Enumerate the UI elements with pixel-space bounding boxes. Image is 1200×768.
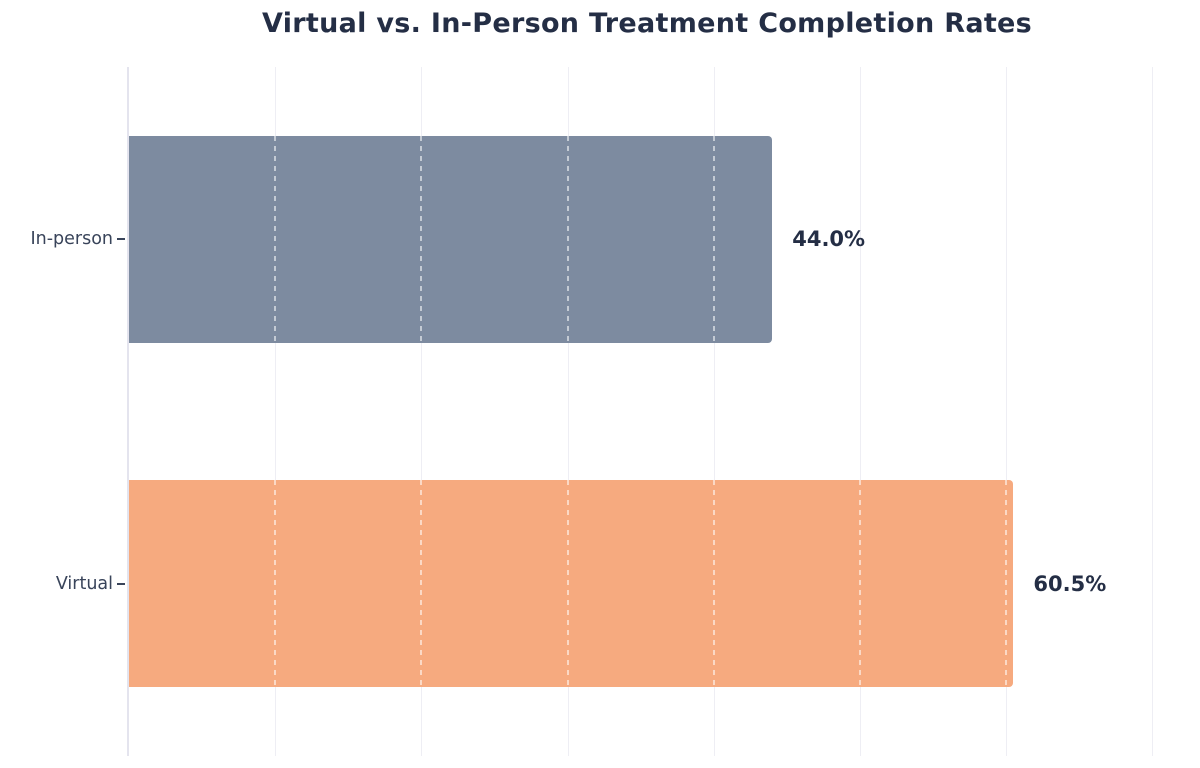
category-label-in-person: In-person <box>30 229 113 250</box>
bar-inner-gridline <box>566 480 569 687</box>
bar-inner-gridline <box>712 480 715 687</box>
gridline <box>421 67 423 756</box>
bar-inner-gridline <box>274 480 277 687</box>
bar-inner-gridline <box>566 136 569 343</box>
chart-title: Virtual vs. In-Person Treatment Completi… <box>261 8 1033 39</box>
bar-inner-gridline <box>712 136 715 343</box>
bar-inner-gridline <box>420 480 423 687</box>
bar-in-person <box>129 136 773 343</box>
value-label-virtual: 60.5% <box>1033 571 1107 596</box>
y-tick-in-person <box>117 238 125 241</box>
gridline <box>275 67 277 756</box>
bar-inner-gridline <box>1005 480 1008 687</box>
bar-inner-gridline <box>274 136 277 343</box>
plot-area: 44.0% 60.5% <box>127 67 1164 756</box>
value-label-in-person: 44.0% <box>792 227 866 252</box>
bar-inner-gridline <box>420 136 423 343</box>
bar-inner-gridline <box>858 480 861 687</box>
y-tick-virtual <box>117 582 125 585</box>
y-axis-labels: In-person Virtual <box>0 67 127 756</box>
gridline <box>713 67 715 756</box>
category-label-virtual: Virtual <box>55 573 113 594</box>
gridline <box>1152 67 1154 756</box>
gridline <box>859 67 861 756</box>
bar-virtual <box>129 480 1014 687</box>
gridline <box>1006 67 1008 756</box>
gridline <box>567 67 569 756</box>
